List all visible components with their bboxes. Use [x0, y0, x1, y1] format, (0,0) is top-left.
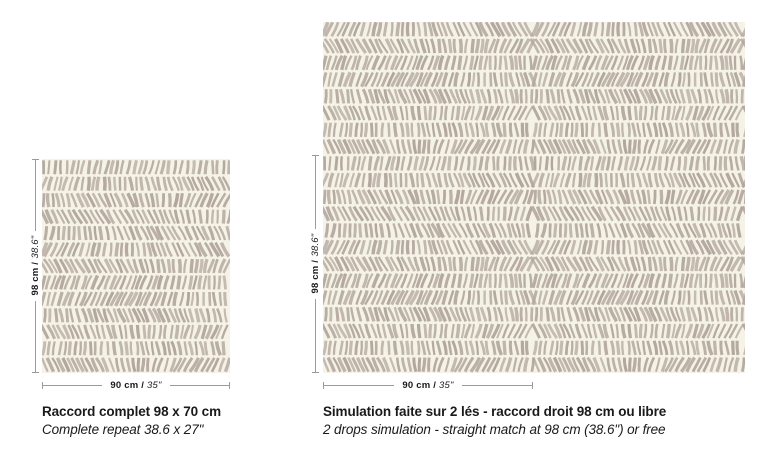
height-metric-value: 98 cm / — [309, 260, 321, 294]
height-metric-value: 98 cm / — [29, 262, 41, 296]
dimension-tick — [31, 372, 39, 373]
left-caption-primary: Raccord complet 98 x 70 cm — [42, 404, 221, 419]
dimension-line — [461, 385, 533, 386]
dimension-tick — [229, 382, 231, 389]
right-width-dimension-label: 90 cm /35" — [394, 380, 461, 391]
right-caption-secondary: 2 drops simulation - straight match at 9… — [323, 421, 666, 437]
dimension-tick — [42, 382, 43, 389]
dimension-line — [169, 385, 230, 386]
width-metric-value: 90 cm / — [402, 380, 437, 391]
dimension-line — [314, 298, 316, 372]
left-width-dimension: 90 cm /35" — [42, 379, 231, 392]
dimension-tick — [311, 155, 319, 156]
height-imperial-value: 38.6" — [29, 236, 41, 260]
dimension-line — [34, 160, 36, 232]
left-width-dimension-label: 90 cm /35" — [102, 380, 169, 391]
left-swatch-pattern — [42, 159, 230, 373]
height-imperial-value: 38.6" — [309, 234, 321, 258]
width-imperial-value: 35" — [147, 380, 162, 391]
dimension-tick — [311, 372, 319, 373]
width-metric-value: 90 cm / — [110, 380, 145, 391]
right-width-dimension: 90 cm /35" — [323, 379, 534, 392]
dimension-line — [34, 300, 36, 372]
left-height-dimension: 98 cm / 38.6" — [29, 159, 41, 373]
left-figure-caption: Raccord complet 98 x 70 cm Complete repe… — [42, 403, 221, 439]
dimension-line — [43, 385, 103, 386]
dimension-tick — [323, 382, 324, 389]
right-height-dimension-label: 98 cm / 38.6" — [310, 229, 321, 299]
width-imperial-value: 35" — [439, 380, 454, 391]
dimension-line — [324, 385, 395, 386]
right-height-dimension: 98 cm / 38.6" — [309, 155, 321, 373]
left-caption-secondary: Complete repeat 38.6 x 27" — [42, 421, 204, 437]
right-swatch-pattern — [323, 22, 745, 373]
right-caption-primary: Simulation faite sur 2 lés - raccord dro… — [323, 404, 667, 419]
dimension-line — [314, 156, 316, 230]
dimension-tick — [532, 382, 534, 389]
left-height-dimension-label: 98 cm / 38.6" — [30, 231, 41, 301]
right-figure-caption: Simulation faite sur 2 lés - raccord dro… — [323, 403, 666, 439]
dimension-tick — [31, 159, 39, 160]
